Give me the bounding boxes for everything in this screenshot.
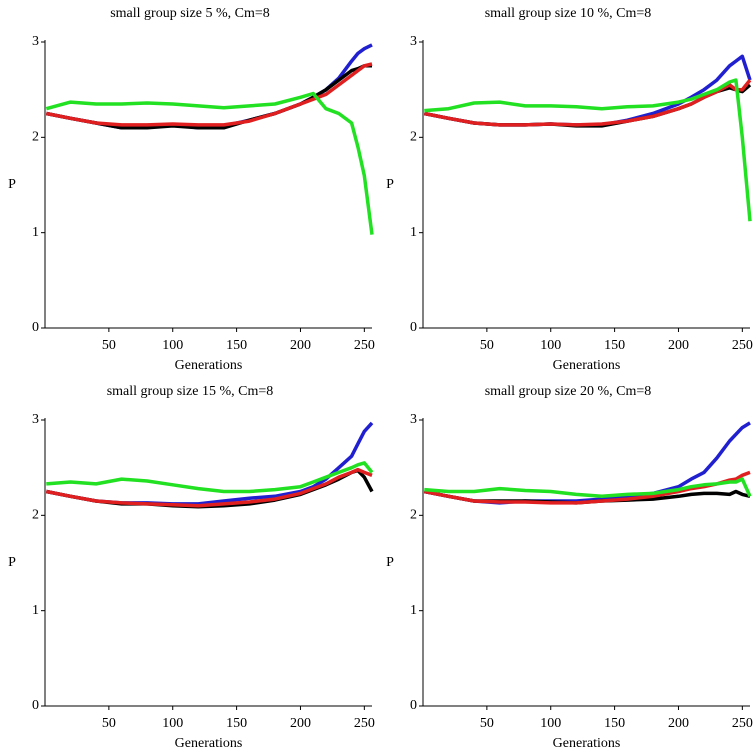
x-tick-label: 150 xyxy=(226,338,247,353)
x-tick-label: 50 xyxy=(102,338,116,353)
y-tick-label: 3 xyxy=(410,412,417,427)
x-tick-label: 250 xyxy=(354,716,375,731)
chart-title: small group size 15 %, Cm=8 xyxy=(107,384,274,399)
chart-title: small group size 10 %, Cm=8 xyxy=(485,6,652,21)
chart-title: small group size 20 %, Cm=8 xyxy=(485,384,652,399)
series-line xyxy=(46,461,374,494)
series-line xyxy=(45,467,373,508)
y-axis-label: P xyxy=(8,555,16,570)
y-tick-label: 1 xyxy=(410,603,417,618)
x-tick-label: 50 xyxy=(102,716,116,731)
series-line xyxy=(424,78,752,222)
y-tick-label: 3 xyxy=(410,34,417,49)
x-tick-label: 250 xyxy=(732,716,753,731)
x-tick-label: 100 xyxy=(162,338,183,353)
y-tick-label: 3 xyxy=(32,34,39,49)
x-tick-label: 100 xyxy=(162,716,183,731)
series-line xyxy=(45,91,374,235)
series-line xyxy=(423,54,752,127)
x-axis-label: Generations xyxy=(175,736,243,751)
x-axis-label: Generations xyxy=(553,736,621,751)
y-tick-label: 0 xyxy=(410,698,417,713)
y-tick-label: 2 xyxy=(410,508,417,523)
x-tick-label: 200 xyxy=(668,716,689,731)
series-line xyxy=(423,470,751,505)
y-tick-label: 1 xyxy=(32,225,39,240)
y-axis-label: P xyxy=(386,555,394,570)
y-tick-label: 2 xyxy=(410,130,417,145)
x-tick-label: 100 xyxy=(540,338,561,353)
y-tick-label: 1 xyxy=(410,225,417,240)
y-tick-label: 2 xyxy=(32,130,39,145)
x-tick-label: 200 xyxy=(290,338,311,353)
y-tick-label: 2 xyxy=(32,508,39,523)
series-line xyxy=(45,62,373,127)
x-tick-label: 150 xyxy=(604,338,625,353)
x-axis-label: Generations xyxy=(175,358,243,373)
y-tick-label: 1 xyxy=(32,603,39,618)
series-line xyxy=(45,421,374,506)
x-tick-label: 250 xyxy=(732,338,753,353)
x-tick-label: 200 xyxy=(668,338,689,353)
y-tick-label: 0 xyxy=(410,320,417,335)
y-tick-label: 0 xyxy=(32,698,39,713)
x-tick-label: 250 xyxy=(354,338,375,353)
x-tick-label: 150 xyxy=(226,716,247,731)
x-tick-label: 50 xyxy=(480,338,494,353)
series-line xyxy=(424,477,752,499)
x-tick-label: 150 xyxy=(604,716,625,731)
y-tick-label: 0 xyxy=(32,320,39,335)
x-axis-label: Generations xyxy=(553,358,621,373)
y-tick-label: 3 xyxy=(32,412,39,427)
y-axis-label: P xyxy=(386,177,394,192)
x-tick-label: 100 xyxy=(540,716,561,731)
chart-title: small group size 5 %, Cm=8 xyxy=(110,6,270,21)
x-tick-label: 50 xyxy=(480,716,494,731)
y-axis-label: P xyxy=(8,177,16,192)
series-line xyxy=(45,43,373,130)
x-tick-label: 200 xyxy=(290,716,311,731)
series-line xyxy=(423,79,752,127)
